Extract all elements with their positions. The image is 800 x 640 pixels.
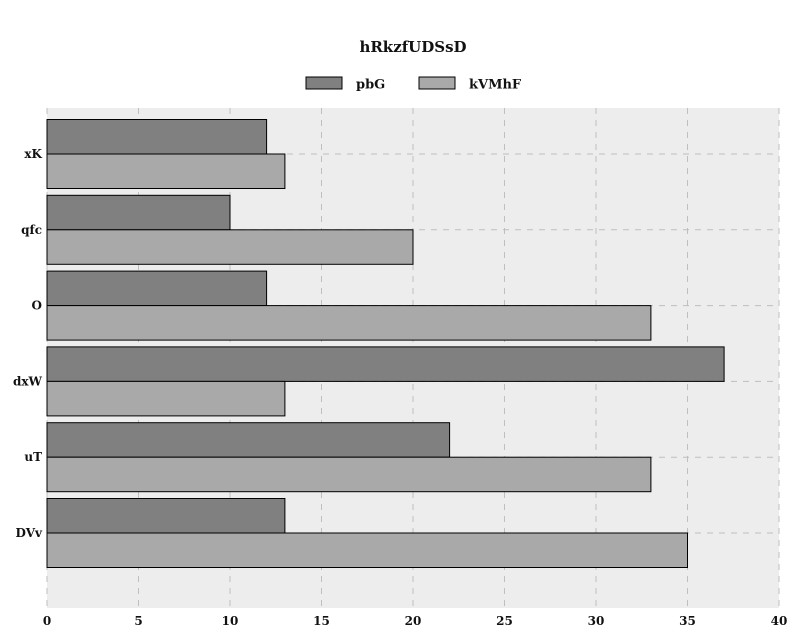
y-tick-label: xK: [24, 147, 42, 161]
chart-title: hRkzfUDSsD: [359, 38, 466, 56]
x-tick-label: 40: [771, 614, 788, 628]
x-tick-label: 30: [588, 614, 605, 628]
bar-pbG-O: [46, 270, 268, 307]
bar-pbG-uT: [46, 422, 451, 458]
y-tick-label: uT: [24, 450, 42, 464]
bar-kVMhF-DVv: [46, 532, 688, 568]
bar-kVMhF-dxW: [46, 380, 286, 417]
y-tick-label: qfc: [21, 223, 42, 237]
bar-pbG-xK: [46, 119, 268, 155]
x-tick-label: 15: [313, 614, 330, 628]
x-tick-label: 20: [405, 614, 422, 628]
x-tick-label: 5: [134, 614, 142, 628]
legend-label-pbG: pbG: [356, 78, 385, 93]
bar-kVMhF-qfc: [46, 229, 414, 265]
bar-kVMhF-uT: [46, 456, 652, 493]
legend: pbG kVMhF: [305, 76, 522, 93]
x-axis-ticks: 0 5 10 15 20 25 30 35 40: [43, 614, 788, 628]
x-tick-label: 10: [222, 614, 239, 628]
x-tick-label: 35: [679, 614, 696, 628]
legend-swatch-pbG: [305, 76, 343, 90]
bars: [46, 119, 725, 568]
bar-kVMhF-xK: [46, 153, 286, 189]
bar-pbG-dxW: [46, 346, 725, 382]
y-tick-label: dxW: [13, 374, 43, 388]
y-tick-label: DVv: [16, 526, 44, 540]
bar-pbG-DVv: [46, 498, 286, 534]
legend-label-kVMhF: kVMhF: [469, 78, 522, 93]
legend-swatch-kVMhF: [418, 76, 456, 90]
x-tick-label: 0: [43, 614, 51, 628]
y-tick-label: O: [32, 299, 42, 313]
x-tick-label: 25: [496, 614, 513, 628]
bar-kVMhF-O: [46, 305, 652, 341]
bar-pbG-qfc: [46, 194, 231, 231]
